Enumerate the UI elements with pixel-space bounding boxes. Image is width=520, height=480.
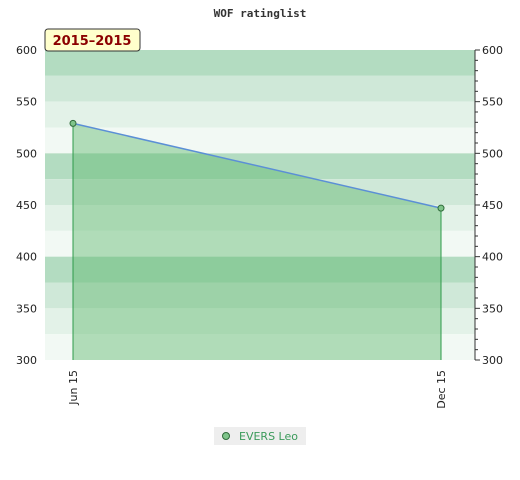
x-tick-label: Dec 15: [435, 370, 448, 409]
background-band: [45, 230, 475, 257]
y-tick-label-left: 500: [16, 147, 37, 160]
y-tick-label-left: 450: [16, 199, 37, 212]
x-axis: Jun 15 Dec 15: [67, 370, 448, 409]
y-tick-label-right: 350: [482, 302, 503, 315]
y-tick-label-right: 450: [482, 199, 503, 212]
chart-title: WOF ratinglist: [214, 7, 307, 20]
background-band: [45, 179, 475, 205]
y-tick-label-left: 400: [16, 251, 37, 264]
legend-bg: [214, 427, 306, 445]
background-band: [45, 101, 475, 128]
background-band: [45, 127, 475, 154]
background-band: [45, 75, 475, 102]
background-band: [45, 308, 475, 335]
background-band: [45, 205, 475, 231]
background-band: [45, 50, 475, 76]
legend: EVERS Leo: [214, 427, 306, 445]
data-point: [69, 119, 77, 127]
y-tick-label-right: 400: [482, 251, 503, 264]
background-band: [45, 256, 475, 283]
y-tick-label-right: 600: [482, 44, 503, 57]
background-band: [45, 282, 475, 309]
series-line-evers-leo: [72, 122, 442, 209]
data-point: [437, 204, 445, 212]
series-area-evers-leo: [73, 123, 441, 360]
y-tick-label-right: 550: [482, 96, 503, 109]
period-box-bg: [44, 28, 141, 52]
data-markers: [69, 119, 445, 212]
period-label: 2015–2015: [53, 34, 132, 49]
legend-marker: [222, 432, 230, 440]
y-tick-label-right: 300: [482, 354, 503, 367]
y-axis-left: 300 350 400 450 500 550 600: [16, 44, 37, 367]
y-tick-label-left: 350: [16, 302, 37, 315]
period-box: 2015–2015: [44, 28, 141, 52]
y-tick-label-right: 500: [482, 147, 503, 160]
y-tick-label-left: 300: [16, 354, 37, 367]
background-band: [45, 334, 475, 360]
y-axis-right: 300 350 400 450 500 550 600: [474, 44, 503, 367]
y-tick-label-left: 550: [16, 96, 37, 109]
legend-label-evers-leo: EVERS Leo: [239, 430, 298, 443]
y-tick-label-left: 600: [16, 44, 37, 57]
x-tick-label: Jun 15: [67, 370, 80, 406]
area-layer: [72, 122, 442, 360]
